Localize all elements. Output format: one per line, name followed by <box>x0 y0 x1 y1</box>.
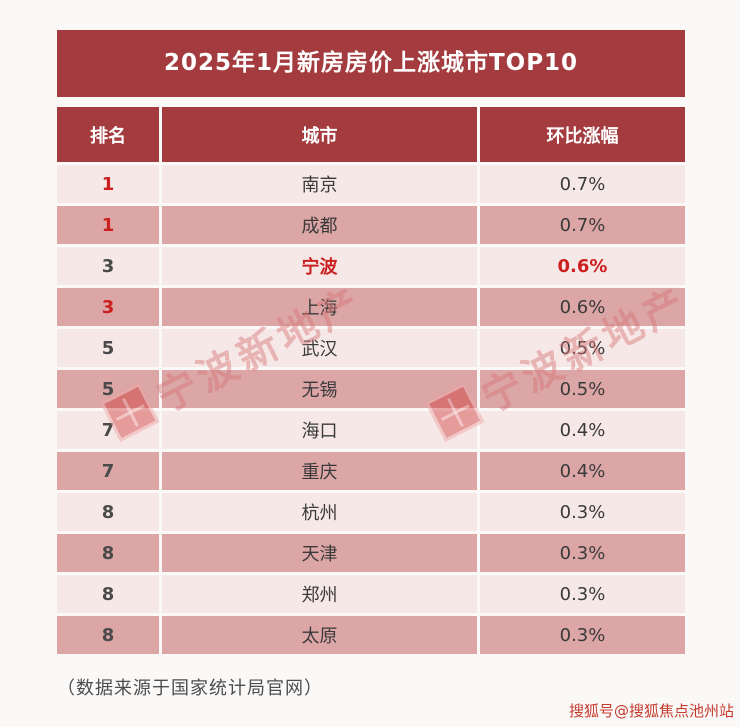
table-cell-change: 0.3% <box>480 534 685 572</box>
table-cell-city: 无锡 <box>162 370 477 408</box>
table-row: 8 杭州 0.3% <box>57 493 685 531</box>
table-cell-rank: 8 <box>57 575 159 613</box>
table-cell-city: 天津 <box>162 534 477 572</box>
table-cell-city: 上海 <box>162 288 477 326</box>
table-cell-city: 郑州 <box>162 575 477 613</box>
table-row: 8 天津 0.3% <box>57 534 685 572</box>
table-cell-rank: 5 <box>57 370 159 408</box>
table-cell-rank: 1 <box>57 206 159 244</box>
table-cell-city: 杭州 <box>162 493 477 531</box>
table-cell-rank: 8 <box>57 616 159 654</box>
table-cell-city: 宁波 <box>162 247 477 285</box>
table-cell-change: 0.5% <box>480 370 685 408</box>
table-cell-city: 重庆 <box>162 452 477 490</box>
table-row: 5 无锡 0.5% <box>57 370 685 408</box>
table-cell-rank: 8 <box>57 493 159 531</box>
table-cell-city: 太原 <box>162 616 477 654</box>
table-cell-city: 武汉 <box>162 329 477 367</box>
table-cell-city: 南京 <box>162 165 477 203</box>
table-title: 2025年1月新房房价上涨城市TOP10 <box>57 30 685 97</box>
table-row: 8 太原 0.3% <box>57 616 685 654</box>
table-cell-change: 0.3% <box>480 616 685 654</box>
table-cell-change: 0.4% <box>480 411 685 449</box>
table-cell-city: 海口 <box>162 411 477 449</box>
table-body: 1 南京 0.7% 1 成都 0.7% 3 宁波 0.6% 3 上海 0.6% 5 武汉 0.5% 5 无锡 0.… <box>57 165 685 654</box>
table-cell-change: 0.6% <box>480 288 685 326</box>
table-cell-rank: 3 <box>57 288 159 326</box>
table-row: 8 郑州 0.3% <box>57 575 685 613</box>
table-cell-rank: 7 <box>57 452 159 490</box>
price-ranking-card: 2025年1月新房房价上涨城市TOP10 排名 城市 环比涨幅 1 南京 0.7% 1… <box>57 30 685 700</box>
table-cell-change: 0.5% <box>480 329 685 367</box>
table-cell-rank: 7 <box>57 411 159 449</box>
table-cell-city: 成都 <box>162 206 477 244</box>
sohu-corner-watermark: 搜狐号@搜狐焦点池州站 <box>568 702 734 720</box>
table-cell-change: 0.4% <box>480 452 685 490</box>
table-cell-change: 0.6% <box>480 247 685 285</box>
table-row: 3 宁波 0.6% <box>57 247 685 285</box>
table-row: 7 重庆 0.4% <box>57 452 685 490</box>
header-rank: 排名 <box>57 107 159 162</box>
table-cell-rank: 8 <box>57 534 159 572</box>
table-header: 排名 城市 环比涨幅 <box>57 107 685 162</box>
table-cell-change: 0.3% <box>480 575 685 613</box>
table-cell-change: 0.7% <box>480 165 685 203</box>
table-cell-change: 0.3% <box>480 493 685 531</box>
header-change: 环比涨幅 <box>480 107 685 162</box>
table-cell-change: 0.7% <box>480 206 685 244</box>
table-cell-rank: 3 <box>57 247 159 285</box>
data-source-note: （数据来源于国家统计局官网） <box>57 678 323 699</box>
table-row: 1 南京 0.7% <box>57 165 685 203</box>
table-cell-rank: 5 <box>57 329 159 367</box>
table-row: 5 武汉 0.5% <box>57 329 685 367</box>
header-city: 城市 <box>162 107 477 162</box>
table-cell-rank: 1 <box>57 165 159 203</box>
table-row: 3 上海 0.6% <box>57 288 685 326</box>
table-row: 7 海口 0.4% <box>57 411 685 449</box>
table-row: 1 成都 0.7% <box>57 206 685 244</box>
